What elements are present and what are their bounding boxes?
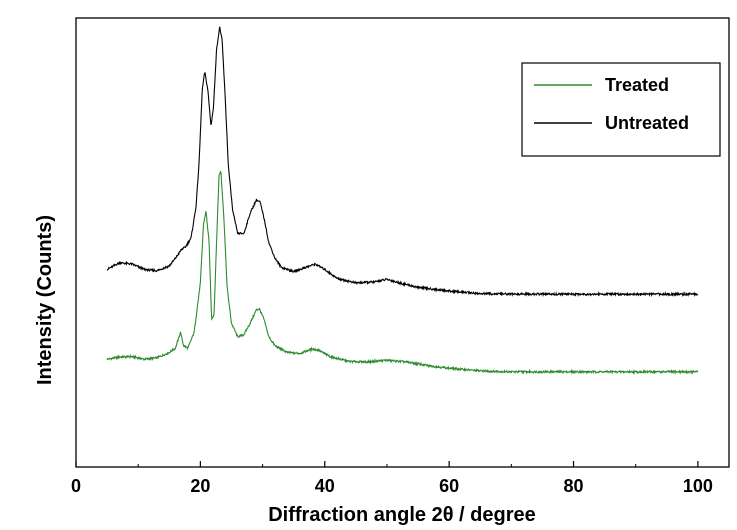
x-tick-label-0: 0: [71, 476, 81, 496]
x-tick-label-100: 100: [683, 476, 713, 496]
series-layer: [106, 26, 699, 375]
x-tick-label-40: 40: [315, 476, 335, 496]
y-axis-title: Intensity (Counts): [34, 215, 56, 385]
x-tick-label-20: 20: [190, 476, 210, 496]
legend-label-treated: Treated: [605, 75, 669, 95]
legend-box: [521, 62, 721, 157]
legend-label-untreated: Untreated: [605, 113, 689, 133]
plot-frame: [75, 17, 730, 468]
x-axis-tick-labels: 0 20 40 60 80 100: [71, 476, 713, 496]
series-line-treated: [106, 170, 699, 375]
x-tick-label-60: 60: [439, 476, 459, 496]
x-tick-label-80: 80: [564, 476, 584, 496]
x-axis-ticks: [75, 461, 699, 467]
series-line-untreated: [106, 26, 699, 298]
x-axis-title: Diffraction angle 2θ / degree: [268, 504, 536, 526]
legend: Treated Untreated: [521, 62, 721, 157]
